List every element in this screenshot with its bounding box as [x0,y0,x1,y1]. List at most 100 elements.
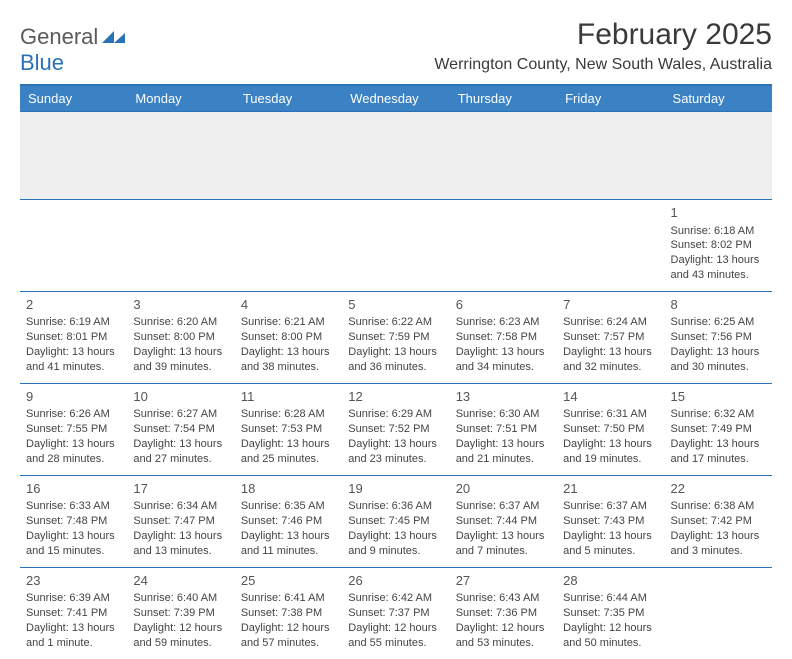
day-number: 8 [671,296,766,314]
day-cell: 23Sunrise: 6:39 AMSunset: 7:41 PMDayligh… [20,567,127,658]
empty-cell [450,200,557,292]
empty-cell [342,200,449,292]
sunrise-line: Sunrise: 6:37 AM [563,499,658,514]
day-header: Saturday [665,86,772,112]
empty-cell [127,200,234,292]
title-block: February 2025 Werrington County, New Sou… [434,18,772,74]
sunset-line: Sunset: 7:45 PM [348,514,443,529]
sunset-line: Sunset: 7:35 PM [563,606,658,621]
sunrise-line: Sunrise: 6:36 AM [348,499,443,514]
day-cell: 14Sunrise: 6:31 AMSunset: 7:50 PMDayligh… [557,383,664,475]
day-number: 26 [348,572,443,590]
day-number: 22 [671,480,766,498]
sunrise-line: Sunrise: 6:35 AM [241,499,336,514]
sunrise-line: Sunrise: 6:33 AM [26,499,121,514]
daylight-line: Daylight: 13 hours and 28 minutes. [26,437,121,467]
sunset-line: Sunset: 7:50 PM [563,422,658,437]
sunset-line: Sunset: 7:44 PM [456,514,551,529]
day-cell: 24Sunrise: 6:40 AMSunset: 7:39 PMDayligh… [127,567,234,658]
day-cell: 12Sunrise: 6:29 AMSunset: 7:52 PMDayligh… [342,383,449,475]
day-number: 20 [456,480,551,498]
sunrise-line: Sunrise: 6:23 AM [456,315,551,330]
week-row: 23Sunrise: 6:39 AMSunset: 7:41 PMDayligh… [20,567,772,658]
sunset-line: Sunset: 7:36 PM [456,606,551,621]
week-row: 9Sunrise: 6:26 AMSunset: 7:55 PMDaylight… [20,383,772,475]
day-cell: 13Sunrise: 6:30 AMSunset: 7:51 PMDayligh… [450,383,557,475]
day-cell: 9Sunrise: 6:26 AMSunset: 7:55 PMDaylight… [20,383,127,475]
logo-text-1: General [20,24,98,49]
daylight-line: Daylight: 13 hours and 23 minutes. [348,437,443,467]
sunset-line: Sunset: 8:01 PM [26,330,121,345]
day-cell: 5Sunrise: 6:22 AMSunset: 7:59 PMDaylight… [342,291,449,383]
empty-cell [235,200,342,292]
day-cell: 20Sunrise: 6:37 AMSunset: 7:44 PMDayligh… [450,475,557,567]
day-cell: 27Sunrise: 6:43 AMSunset: 7:36 PMDayligh… [450,567,557,658]
sunrise-line: Sunrise: 6:22 AM [348,315,443,330]
day-cell: 25Sunrise: 6:41 AMSunset: 7:38 PMDayligh… [235,567,342,658]
daylight-line: Daylight: 12 hours and 53 minutes. [456,621,551,651]
daylight-line: Daylight: 13 hours and 9 minutes. [348,529,443,559]
day-cell: 18Sunrise: 6:35 AMSunset: 7:46 PMDayligh… [235,475,342,567]
day-number: 21 [563,480,658,498]
empty-cell [557,200,664,292]
sunrise-line: Sunrise: 6:21 AM [241,315,336,330]
day-number: 18 [241,480,336,498]
day-number: 9 [26,388,121,406]
daylight-line: Daylight: 13 hours and 38 minutes. [241,345,336,375]
day-number: 23 [26,572,121,590]
day-number: 14 [563,388,658,406]
day-cell: 15Sunrise: 6:32 AMSunset: 7:49 PMDayligh… [665,383,772,475]
sunset-line: Sunset: 7:37 PM [348,606,443,621]
sunset-line: Sunset: 8:00 PM [133,330,228,345]
week-row: 16Sunrise: 6:33 AMSunset: 7:48 PM Dayligh… [20,475,772,567]
day-cell: 8Sunrise: 6:25 AMSunset: 7:56 PMDaylight… [665,291,772,383]
day-number: 19 [348,480,443,498]
sunset-line: Sunset: 7:47 PM [133,514,228,529]
logo: GeneralBlue [20,18,128,76]
day-number: 7 [563,296,658,314]
day-number: 15 [671,388,766,406]
day-number: 17 [133,480,228,498]
daylight-line: Daylight: 12 hours and 59 minutes. [133,621,228,651]
sunrise-line: Sunrise: 6:44 AM [563,591,658,606]
daylight-line: Daylight: 13 hours and 13 minutes. [133,529,228,559]
sunset-line: Sunset: 7:54 PM [133,422,228,437]
sunrise-line: Sunrise: 6:42 AM [348,591,443,606]
day-number: 2 [26,296,121,314]
day-number: 16 [26,480,121,498]
sunset-line: Sunset: 8:00 PM [241,330,336,345]
day-number: 1 [671,204,766,222]
sunset-line: Sunset: 7:39 PM [133,606,228,621]
sunrise-line: Sunrise: 6:25 AM [671,315,766,330]
daylight-line: Daylight: 13 hours and 39 minutes. [133,345,228,375]
day-number: 24 [133,572,228,590]
empty-cell [665,567,772,658]
sunset-line: Sunset: 7:52 PM [348,422,443,437]
sunrise-line: Sunrise: 6:20 AM [133,315,228,330]
day-number: 11 [241,388,336,406]
day-cell: 28Sunrise: 6:44 AMSunset: 7:35 PMDayligh… [557,567,664,658]
day-cell: 19Sunrise: 6:36 AMSunset: 7:45 PMDayligh… [342,475,449,567]
sunset-line: Sunset: 7:48 PM [26,514,121,529]
daylight-line: Daylight: 13 hours and 7 minutes. [456,529,551,559]
sunset-line: Sunset: 7:41 PM [26,606,121,621]
daylight-line: Daylight: 13 hours and 36 minutes. [348,345,443,375]
sunset-line: Sunset: 7:42 PM [671,514,766,529]
sunset-line: Sunset: 7:59 PM [348,330,443,345]
sunrise-line: Sunrise: 6:40 AM [133,591,228,606]
daylight-line: Daylight: 13 hours and 3 minutes. [671,529,766,559]
month-title: February 2025 [434,18,772,52]
daylight-line: Daylight: 12 hours and 50 minutes. [563,621,658,651]
sunrise-line: Sunrise: 6:27 AM [133,407,228,422]
sunset-line: Sunset: 7:55 PM [26,422,121,437]
day-number: 28 [563,572,658,590]
day-number: 25 [241,572,336,590]
day-cell: 26Sunrise: 6:42 AMSunset: 7:37 PMDayligh… [342,567,449,658]
sunrise-line: Sunrise: 6:31 AM [563,407,658,422]
sunrise-line: Sunrise: 6:26 AM [26,407,121,422]
day-number: 13 [456,388,551,406]
day-cell: 7Sunrise: 6:24 AMSunset: 7:57 PMDaylight… [557,291,664,383]
daylight-line: Daylight: 13 hours and 11 minutes. [241,529,336,559]
empty-cell [20,200,127,292]
location: Werrington County, New South Wales, Aust… [434,56,772,74]
